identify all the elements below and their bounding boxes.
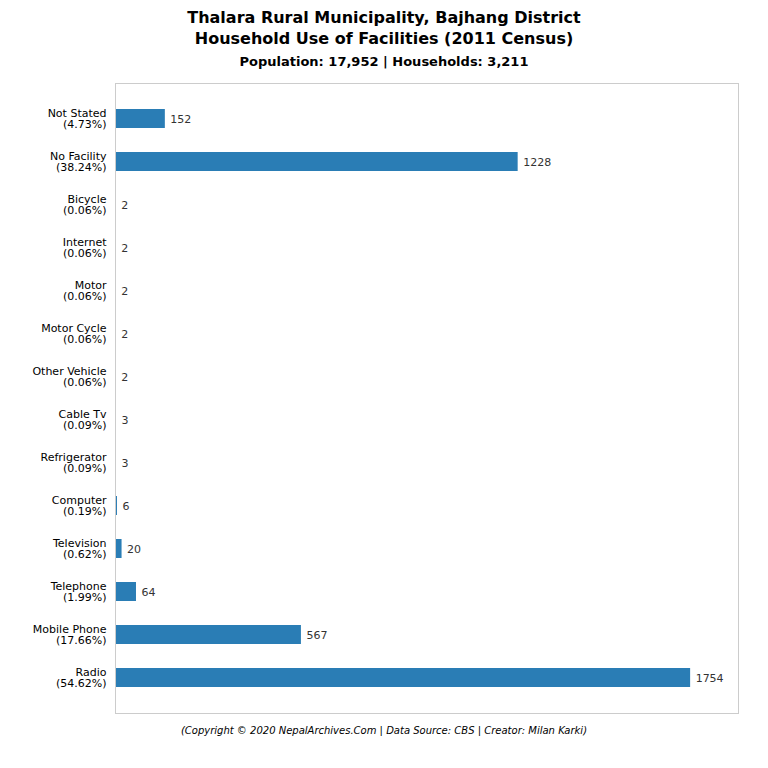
svg-text:2: 2 [121,284,128,297]
html-text:(Copyright © 2020 NepalArchive: (Copyright © 2020 NepalArchives.Com | Da… [180,724,588,736]
svg-text:2: 2 [121,327,128,340]
svg-text:Television(0.62%): Television(0.62%) [52,537,107,561]
svg-text:20: 20 [127,542,141,555]
svg-text:152: 152 [170,112,191,125]
svg-text:Mobile Phone(17.66%): Mobile Phone(17.66%) [33,623,107,647]
svg-text:567: 567 [306,628,327,641]
svg-text:Motor Cycle(0.06%): Motor Cycle(0.06%) [41,322,107,346]
svg-text:No Facility(38.24%): No Facility(38.24%) [50,150,107,174]
svg-text:Computer(0.19%): Computer(0.19%) [52,494,107,518]
svg-text:Not Stated(4.73%): Not Stated(4.73%) [48,107,107,131]
svg-text:64: 64 [141,585,155,598]
svg-text:Cable Tv(0.09%): Cable Tv(0.09%) [59,408,107,432]
svg-text:6: 6 [122,499,129,512]
svg-text:2: 2 [121,241,128,254]
svg-text:Telephone(1.99%): Telephone(1.99%) [50,580,107,604]
html-text:Thalara Rural Municipality, Ba: Thalara Rural Municipality, Bajhang Dist… [187,8,581,48]
html-text:Population: 17,952 | Household: Population: 17,952 | Households: 3,211 [239,53,529,69]
svg-text:1754: 1754 [696,671,724,684]
svg-text:Other Vehicle(0.06%): Other Vehicle(0.06%) [32,365,106,389]
svg-text:Motor(0.06%): Motor(0.06%) [63,279,107,303]
svg-text:Refrigerator(0.09%): Refrigerator(0.09%) [41,451,107,475]
svg-text:1228: 1228 [523,155,551,168]
svg-text:Internet(0.06%): Internet(0.06%) [63,236,107,260]
svg-text:2: 2 [121,370,128,383]
svg-text:Radio(54.62%): Radio(54.62%) [56,666,107,690]
svg-text:3: 3 [121,413,128,426]
svg-text:2: 2 [121,198,128,211]
svg-text:Bicycle(0.06%): Bicycle(0.06%) [63,193,107,217]
svg-text:3: 3 [121,456,128,469]
